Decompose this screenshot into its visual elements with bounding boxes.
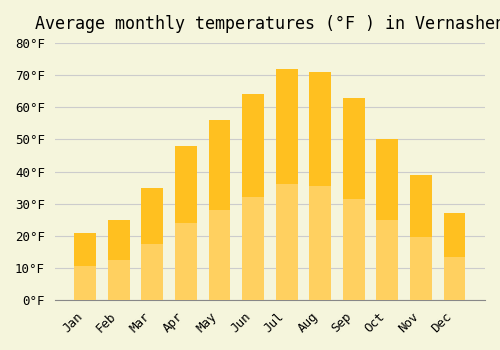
Bar <box>142 244 164 300</box>
Bar <box>142 188 164 244</box>
Bar <box>108 260 130 300</box>
Title: Average monthly temperatures (°F ) in Vernashen: Average monthly temperatures (°F ) in Ve… <box>35 15 500 33</box>
Bar <box>410 237 432 300</box>
Bar <box>208 210 231 300</box>
Bar <box>108 220 130 300</box>
Bar <box>208 120 231 300</box>
Bar <box>276 184 297 300</box>
Bar <box>310 72 331 300</box>
Bar <box>444 214 466 300</box>
Bar <box>175 223 197 300</box>
Bar <box>376 220 398 300</box>
Bar <box>343 98 364 300</box>
Bar <box>108 220 130 260</box>
Bar <box>74 233 96 300</box>
Bar <box>242 197 264 300</box>
Bar <box>410 175 432 237</box>
Bar <box>310 186 331 300</box>
Bar <box>74 233 96 266</box>
Bar <box>310 72 331 186</box>
Bar <box>242 94 264 300</box>
Bar <box>444 214 466 257</box>
Bar <box>175 146 197 300</box>
Bar <box>276 69 297 184</box>
Bar <box>444 257 466 300</box>
Bar <box>74 266 96 300</box>
Bar <box>142 188 164 300</box>
Bar <box>410 175 432 300</box>
Bar <box>343 199 364 300</box>
Bar <box>242 94 264 197</box>
Bar <box>208 120 231 210</box>
Bar <box>376 139 398 300</box>
Bar <box>343 98 364 199</box>
Bar <box>175 146 197 223</box>
Bar <box>376 139 398 220</box>
Bar <box>276 69 297 300</box>
